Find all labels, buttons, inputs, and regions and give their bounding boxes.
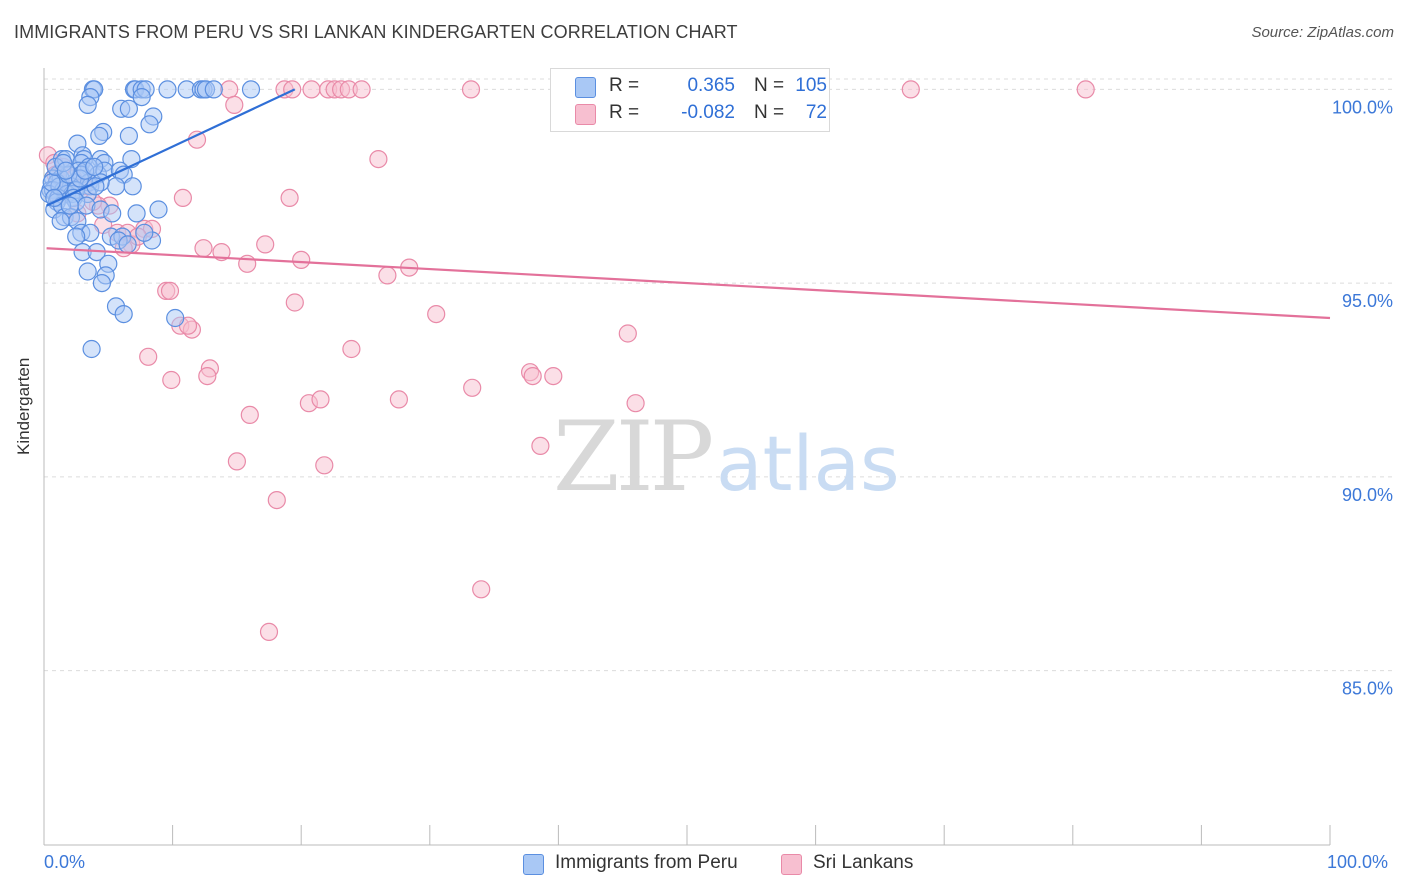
sri-lankans-point: [531, 436, 550, 455]
bottom-legend-swatch-peru: [523, 854, 544, 875]
source-label: Source: ZipAtlas.com: [1251, 24, 1394, 41]
peru-point: [56, 161, 76, 180]
sri-lankans-point: [267, 491, 286, 510]
sri-lankans-point: [626, 394, 645, 413]
sri-lankans-point: [259, 622, 279, 642]
sri-lankans-point: [139, 347, 158, 366]
legend-r-value: 0.365: [687, 75, 735, 96]
legend-n-label: N =: [754, 102, 785, 123]
sri-lankans-point: [461, 80, 481, 99]
y-tick-label: 85.0%: [1342, 679, 1393, 699]
peru-point: [106, 177, 126, 196]
sri-lankans-point: [220, 80, 239, 99]
sri-lankans-point: [280, 188, 299, 207]
sri-lankans-point: [463, 378, 482, 397]
sri-lankans-point: [369, 150, 388, 169]
peru-point: [119, 99, 138, 118]
peru-point: [166, 308, 185, 328]
peru-point: [60, 196, 79, 215]
y-tick-labels: 85.0% 90.0% 95.0% 100.0%: [1332, 97, 1393, 698]
y-tick-label: 90.0%: [1342, 485, 1393, 505]
bottom-legend-swatch-sri-lankans: [781, 854, 802, 875]
sri-lankans-point: [225, 95, 244, 115]
legend-r-label: R =: [609, 75, 640, 96]
y-tick-label: 100.0%: [1332, 97, 1393, 117]
sri-lankans-point: [160, 281, 180, 300]
peru-point: [103, 204, 122, 223]
peru-points: [39, 80, 261, 359]
peru-point: [92, 274, 112, 293]
sri-lankans-point: [302, 80, 321, 99]
peru-trend-line: [46, 88, 296, 207]
y-tick-label: 95.0%: [1342, 291, 1393, 311]
peru-point: [82, 339, 101, 359]
sri-lankans-point: [187, 130, 207, 149]
sri-lankans-point: [618, 324, 637, 343]
sri-lankans-point: [292, 250, 311, 269]
sri-lankans-point: [173, 188, 192, 207]
y-axis-label: Kindergarten: [14, 357, 33, 455]
legend-r-label: R =: [609, 102, 640, 123]
sri-lankans-point: [227, 452, 246, 471]
sri-lankans-point: [342, 339, 361, 359]
legend-n-value: 105: [795, 75, 827, 96]
peru-point: [135, 223, 154, 242]
peru-point: [85, 157, 104, 176]
legend-n-value: 72: [805, 102, 827, 123]
sri-lankans-point: [901, 80, 920, 99]
sri-lankans-point: [315, 456, 334, 475]
peru-point: [78, 95, 97, 115]
legend-r-value: -0.082: [681, 102, 735, 123]
sri-lankans-point: [378, 266, 397, 285]
peru-point: [90, 126, 109, 145]
peru-point: [119, 126, 138, 145]
trend-lines: [46, 88, 1331, 320]
sri-lankans-point: [427, 305, 446, 324]
peru-point: [127, 204, 146, 223]
peru-point: [132, 87, 151, 107]
sri-lankans-point: [240, 405, 259, 424]
sri-lankans-trend-line: [46, 247, 1331, 320]
sri-lankans-points: [38, 80, 1095, 642]
legend-swatch-peru: [575, 77, 596, 98]
sri-lankans-point: [544, 367, 563, 386]
peru-point: [51, 212, 70, 231]
sri-lankans-point: [472, 580, 491, 599]
chart-title: IMMIGRANTS FROM PERU VS SRI LANKAN KINDE…: [14, 22, 738, 42]
x-tick-label-max: 100.0%: [1327, 852, 1389, 872]
sri-lankans-point: [311, 390, 330, 409]
legend-n-label: N =: [754, 75, 785, 96]
bottom-legend-label-sri-lankans: Sri Lankans: [813, 852, 914, 873]
peru-point: [118, 235, 137, 254]
sri-lankans-point: [285, 293, 304, 312]
sri-lankans-point: [162, 370, 181, 390]
grid-lines: [44, 78, 1393, 672]
watermark-zip: ZIP: [553, 401, 712, 513]
x-tick-label-min: 0.0%: [44, 852, 86, 872]
stats-legend: R = 0.365 N = 105 R = -0.082 N = 72: [550, 68, 830, 132]
watermark-atlas: atlas: [716, 419, 900, 508]
peru-point: [149, 200, 168, 219]
peru-point: [114, 305, 133, 324]
sri-lankans-point: [389, 390, 408, 409]
legend-swatch-sri-lankans: [575, 104, 596, 125]
sri-lankans-point: [256, 235, 275, 254]
peru-point: [158, 80, 177, 99]
bottom-legend-label-peru: Immigrants from Peru: [555, 852, 738, 873]
peru-point: [140, 115, 159, 134]
peru-point: [123, 177, 142, 196]
sri-lankans-point: [212, 243, 231, 262]
sri-lankans-point: [198, 367, 217, 386]
peru-point: [78, 262, 97, 281]
peru-point: [204, 80, 223, 99]
sri-lankans-point: [352, 80, 371, 99]
peru-point: [67, 227, 86, 246]
watermark: ZIP atlas: [553, 401, 900, 513]
sri-lankans-point: [523, 367, 542, 386]
peru-point: [42, 173, 61, 192]
sri-lankans-point: [1076, 80, 1095, 99]
sri-lankans-point: [194, 239, 213, 258]
peru-point: [241, 80, 261, 99]
